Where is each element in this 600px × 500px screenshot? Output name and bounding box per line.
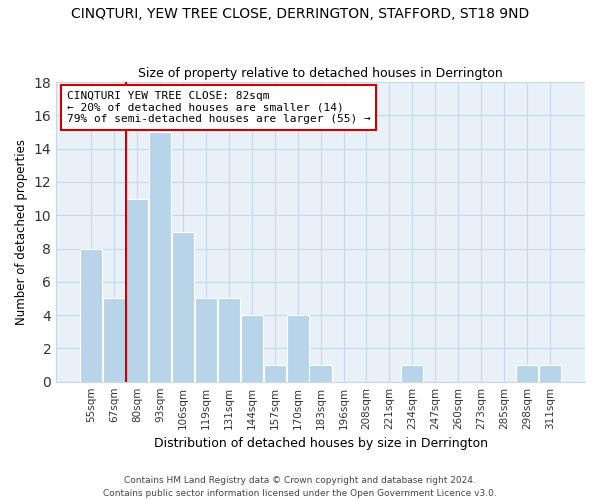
Text: CINQTURI YEW TREE CLOSE: 82sqm
← 20% of detached houses are smaller (14)
79% of : CINQTURI YEW TREE CLOSE: 82sqm ← 20% of … bbox=[67, 91, 370, 124]
Bar bbox=[80, 248, 103, 382]
Bar bbox=[218, 298, 240, 382]
Bar bbox=[149, 132, 171, 382]
Bar bbox=[287, 315, 309, 382]
Bar bbox=[310, 365, 332, 382]
Bar bbox=[241, 315, 263, 382]
Bar bbox=[103, 298, 125, 382]
Y-axis label: Number of detached properties: Number of detached properties bbox=[15, 139, 28, 325]
X-axis label: Distribution of detached houses by size in Derrington: Distribution of detached houses by size … bbox=[154, 437, 488, 450]
Bar bbox=[195, 298, 217, 382]
Text: Contains HM Land Registry data © Crown copyright and database right 2024.
Contai: Contains HM Land Registry data © Crown c… bbox=[103, 476, 497, 498]
Bar bbox=[126, 198, 148, 382]
Bar bbox=[539, 365, 561, 382]
Bar bbox=[263, 365, 286, 382]
Bar bbox=[516, 365, 538, 382]
Bar bbox=[401, 365, 424, 382]
Title: Size of property relative to detached houses in Derrington: Size of property relative to detached ho… bbox=[138, 66, 503, 80]
Bar bbox=[172, 232, 194, 382]
Text: CINQTURI, YEW TREE CLOSE, DERRINGTON, STAFFORD, ST18 9ND: CINQTURI, YEW TREE CLOSE, DERRINGTON, ST… bbox=[71, 8, 529, 22]
